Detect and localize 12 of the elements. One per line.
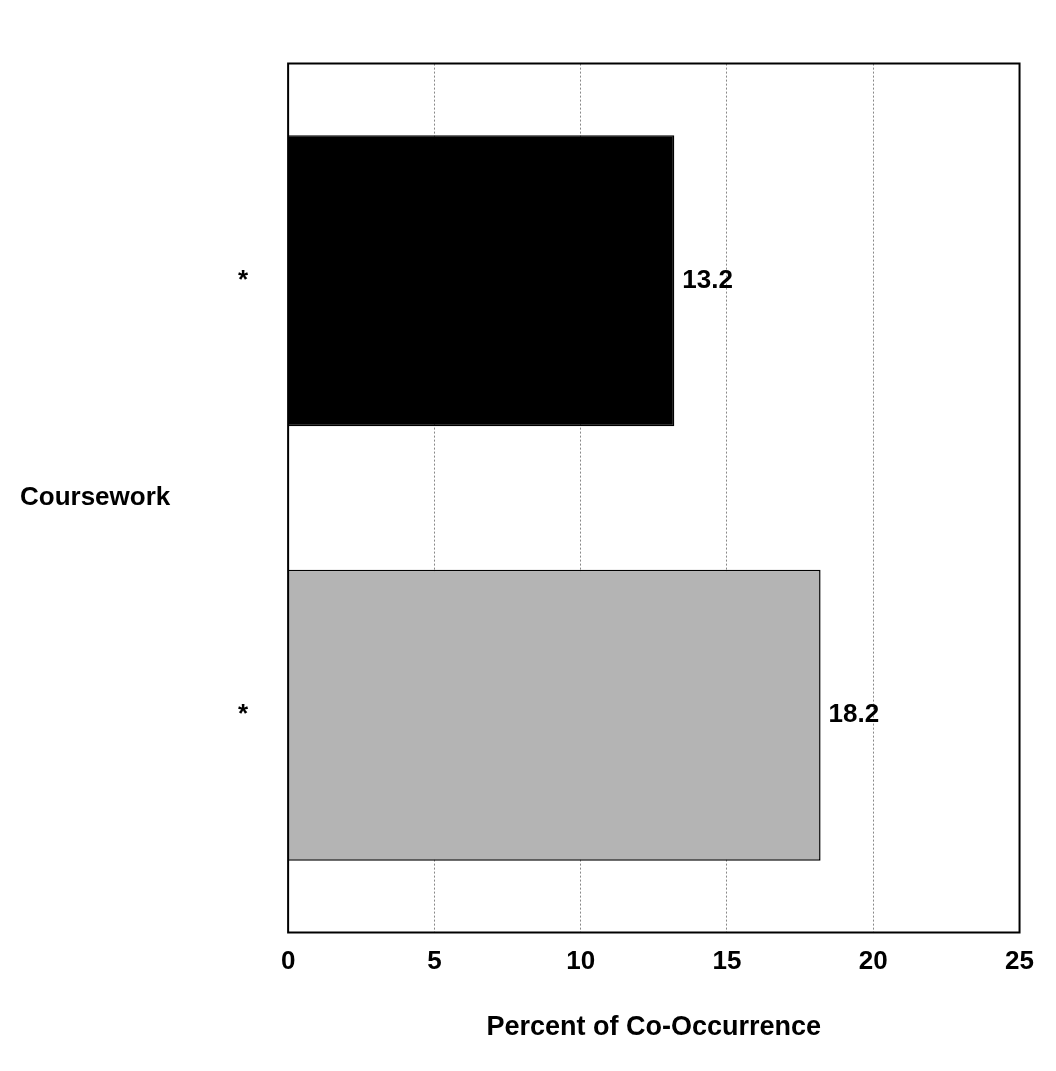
x-tick-label: 5: [427, 945, 442, 976]
y-axis-title: Coursework: [20, 481, 171, 512]
x-tick-label: 10: [566, 945, 596, 976]
x-tick-label: 25: [1005, 945, 1034, 976]
x-axis-title: Percent of Co-Occurrence: [486, 1011, 822, 1042]
x-tick-label: 15: [712, 945, 742, 976]
data-label: 18.2: [828, 698, 880, 729]
y-tick-label: *: [237, 698, 249, 729]
y-tick-label: *: [237, 263, 249, 294]
x-tick-label: 20: [858, 945, 888, 976]
data-label: 13.2: [682, 263, 733, 294]
x-tick-label: 0: [280, 945, 296, 976]
